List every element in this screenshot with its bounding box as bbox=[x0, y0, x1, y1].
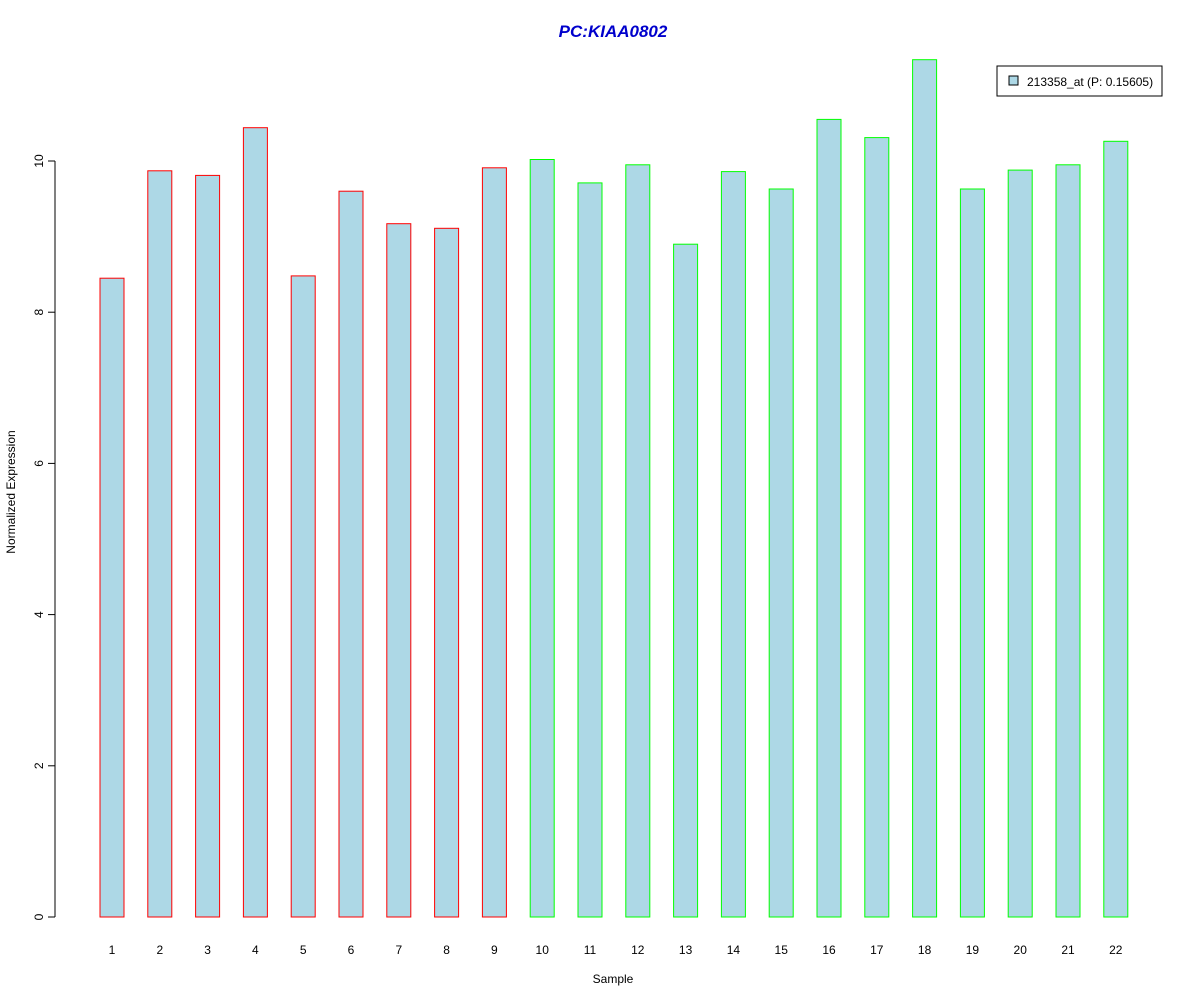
bar-sample-3 bbox=[195, 174, 221, 918]
x-tick-label: 15 bbox=[775, 943, 789, 957]
x-tick-label: 11 bbox=[584, 943, 597, 957]
y-tick-label: 4 bbox=[32, 611, 46, 618]
bar-sample-18 bbox=[912, 59, 938, 918]
x-tick-label: 6 bbox=[348, 943, 355, 957]
x-tick-label: 20 bbox=[1014, 943, 1028, 957]
y-tick-label: 10 bbox=[32, 154, 46, 168]
legend-swatch bbox=[1008, 75, 1019, 86]
legend-label: 213358_at (P: 0.15605) bbox=[1027, 75, 1153, 89]
x-tick-labels: 1 2 3 4 5 6 7 8 9 10 11 12 13 14 15 16 17 18 19 20 21 22 bbox=[109, 943, 1123, 957]
bar-sample-10 bbox=[529, 159, 555, 918]
x-tick-label: 21 bbox=[1061, 943, 1075, 957]
x-tick-label: 14 bbox=[727, 943, 741, 957]
bar-sample-14 bbox=[720, 171, 746, 918]
x-tick-label: 19 bbox=[966, 943, 980, 957]
x-tick-label: 8 bbox=[443, 943, 450, 957]
y-axis-label: Normalized Expression bbox=[4, 430, 18, 553]
x-tick-label: 12 bbox=[631, 943, 645, 957]
legend: 213358_at (P: 0.15605) bbox=[996, 65, 1163, 97]
x-tick-label: 7 bbox=[395, 943, 402, 957]
bar-sample-20 bbox=[1007, 169, 1033, 918]
bar-sample-9 bbox=[481, 167, 507, 918]
x-tick-label: 1 bbox=[109, 943, 116, 957]
bar-sample-17 bbox=[864, 137, 890, 918]
bars-group bbox=[99, 59, 1129, 918]
x-tick-label: 2 bbox=[156, 943, 163, 957]
bar-sample-19 bbox=[959, 188, 985, 918]
bar-sample-21 bbox=[1055, 164, 1081, 918]
y-tick-label: 6 bbox=[32, 460, 46, 467]
bar-sample-22 bbox=[1103, 140, 1129, 918]
bar-sample-16 bbox=[816, 118, 842, 918]
x-tick-label: 18 bbox=[918, 943, 932, 957]
x-tick-label: 4 bbox=[252, 943, 259, 957]
y-tick-label: 0 bbox=[32, 913, 46, 920]
x-tick-label: 9 bbox=[491, 943, 498, 957]
bar-sample-15 bbox=[768, 188, 794, 918]
x-tick-label: 17 bbox=[870, 943, 884, 957]
bar-sample-11 bbox=[577, 182, 603, 918]
bar-sample-6 bbox=[338, 190, 364, 918]
bar-sample-2 bbox=[147, 170, 173, 918]
x-tick-label: 13 bbox=[679, 943, 693, 957]
y-tick-label: 8 bbox=[32, 309, 46, 316]
bar-sample-7 bbox=[386, 223, 412, 918]
legend-box bbox=[996, 65, 1163, 97]
chart-title: PC:KIAA0802 bbox=[559, 22, 668, 41]
x-tick-label: 22 bbox=[1109, 943, 1123, 957]
y-axis: 0 2 4 6 8 10 bbox=[32, 154, 56, 920]
x-tick-label: 3 bbox=[204, 943, 211, 957]
x-tick-label: 16 bbox=[822, 943, 836, 957]
bar-sample-4 bbox=[242, 127, 268, 918]
x-axis-label: Sample bbox=[593, 972, 634, 986]
bar-sample-1 bbox=[99, 277, 125, 918]
x-tick-label: 10 bbox=[536, 943, 550, 957]
bar-sample-8 bbox=[434, 227, 460, 918]
y-tick-label: 2 bbox=[32, 762, 46, 769]
bar-sample-13 bbox=[673, 243, 699, 918]
bar-sample-12 bbox=[625, 164, 651, 918]
bar-sample-5 bbox=[290, 275, 316, 918]
x-tick-label: 5 bbox=[300, 943, 307, 957]
